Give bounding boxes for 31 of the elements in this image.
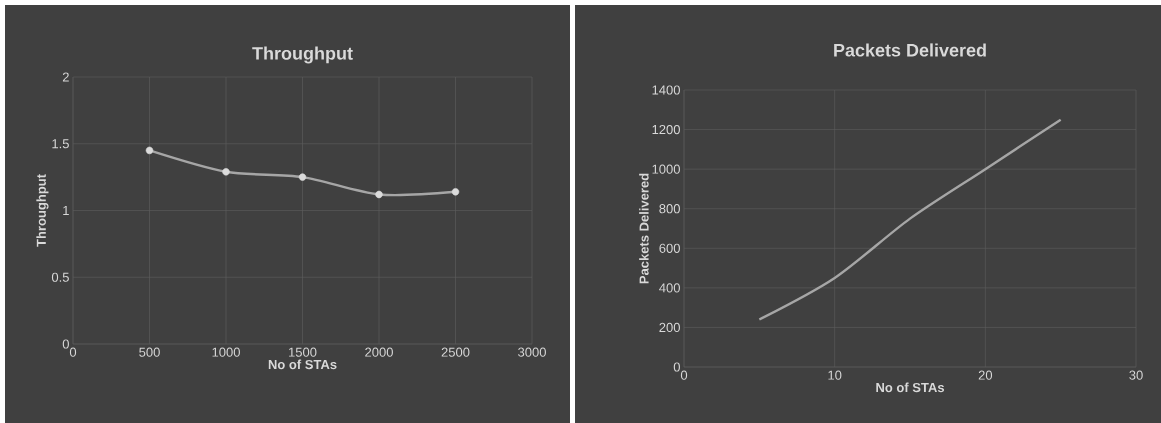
y-tick-label: 1.5 [52, 139, 69, 149]
y-tick-label: 1400 [652, 85, 680, 95]
y-axis-title: Throughput [36, 174, 49, 247]
y-tick-label: 800 [659, 204, 680, 214]
y-tick-label: 200 [659, 322, 680, 333]
line-series [758, 118, 1062, 321]
x-tick-label: 500 [139, 347, 160, 357]
chart-title: Throughput [252, 46, 353, 64]
x-tick-label: 2500 [441, 347, 470, 357]
y-tick-label: 1000 [652, 164, 680, 174]
y-tick-label: 400 [659, 283, 680, 293]
x-tick-label: 2000 [365, 347, 393, 357]
y-tick-label: 1200 [652, 124, 680, 135]
chart-title: Packets Delivered [834, 43, 986, 57]
x-tick-label: 1000 [212, 347, 240, 357]
x-axis-title: No of STAs [876, 382, 945, 393]
x-tick-label: 0 [69, 347, 77, 357]
x-axis-title: No of STAs [268, 359, 337, 370]
x-tick-label: 10 [828, 370, 842, 380]
y-tick-label: 0 [62, 339, 69, 349]
x-tick-label: 1500 [289, 347, 317, 357]
y-axis-title: Packets Delivered [639, 173, 649, 284]
x-tick-label: 30 [1129, 370, 1143, 380]
y-tick-label: 0 [673, 362, 680, 372]
y-tick-label: 0.5 [51, 272, 69, 282]
x-tick-label: 20 [978, 370, 993, 380]
x-tick-label: 0 [680, 370, 688, 380]
y-tick-label: 1 [63, 206, 69, 215]
y-tick-label: 2 [62, 72, 69, 82]
y-tick-label: 600 [659, 243, 680, 253]
x-tick-label: 3000 [518, 347, 546, 357]
